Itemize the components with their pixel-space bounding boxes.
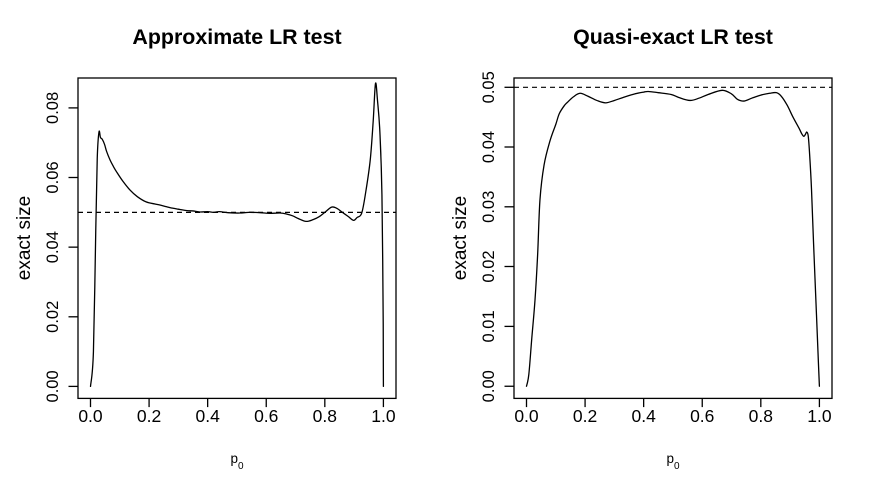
svg-text:0.01: 0.01 [480, 310, 498, 342]
svg-text:0.4: 0.4 [631, 406, 656, 426]
svg-text:p0: p0 [230, 451, 244, 472]
svg-text:0.02: 0.02 [44, 301, 62, 333]
svg-text:0.8: 0.8 [749, 406, 773, 426]
svg-text:0.00: 0.00 [44, 370, 62, 402]
svg-text:0.04: 0.04 [44, 231, 62, 263]
svg-text:0.06: 0.06 [44, 161, 62, 193]
svg-text:0.8: 0.8 [313, 406, 337, 426]
svg-text:0.00: 0.00 [480, 370, 498, 402]
svg-text:exact size: exact size [14, 196, 35, 280]
svg-text:0.6: 0.6 [690, 406, 714, 426]
svg-text:0.2: 0.2 [573, 406, 597, 426]
svg-text:0.05: 0.05 [480, 71, 498, 103]
svg-text:1.0: 1.0 [807, 406, 832, 426]
svg-text:1.0: 1.0 [371, 406, 396, 426]
svg-text:Approximate LR test: Approximate LR test [132, 25, 341, 49]
svg-text:Quasi-exact LR test: Quasi-exact LR test [573, 25, 773, 49]
svg-text:0.03: 0.03 [480, 191, 498, 223]
svg-text:0.2: 0.2 [137, 406, 161, 426]
svg-text:p0: p0 [666, 451, 680, 472]
svg-text:0.4: 0.4 [195, 406, 220, 426]
svg-text:exact size: exact size [450, 196, 471, 280]
svg-text:0.02: 0.02 [480, 250, 498, 282]
svg-text:0.04: 0.04 [480, 131, 498, 163]
svg-text:0.08: 0.08 [44, 92, 62, 124]
svg-text:0.0: 0.0 [78, 406, 103, 426]
svg-text:0.0: 0.0 [514, 406, 539, 426]
svg-text:0.6: 0.6 [254, 406, 278, 426]
